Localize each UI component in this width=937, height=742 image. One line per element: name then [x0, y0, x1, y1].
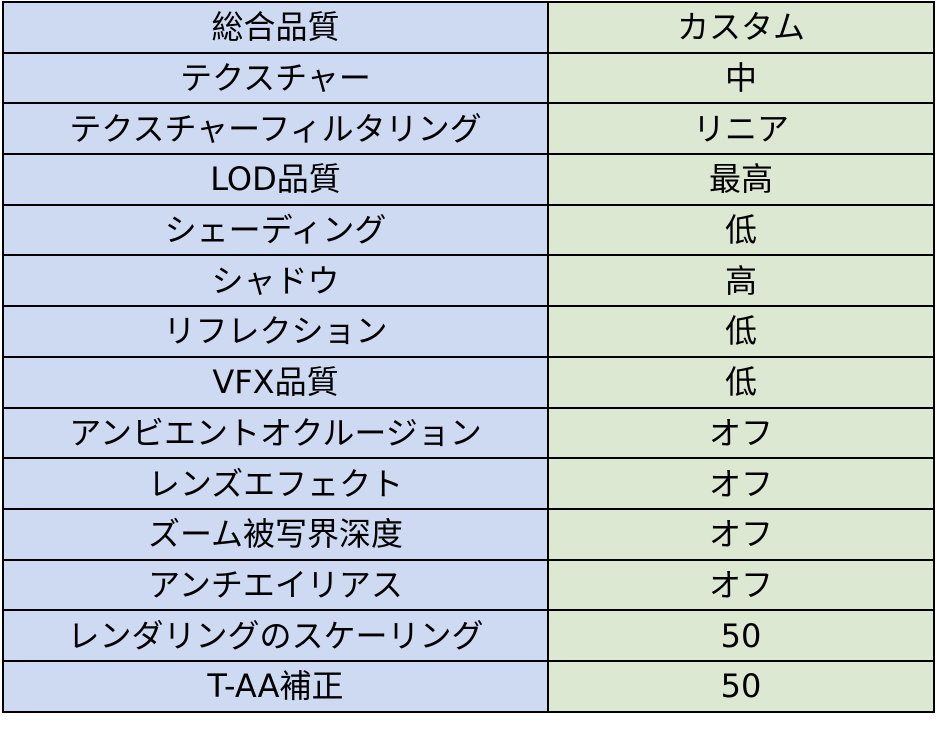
setting-label: レンズエフェクト: [2, 457, 549, 510]
setting-value: 低: [547, 203, 935, 257]
table-row: アンチエイリアス オフ: [2, 558, 935, 612]
setting-label: アンビエントオクルージョン: [2, 406, 549, 460]
setting-value: 中: [547, 51, 935, 105]
setting-label: テクスチャーフィルタリング: [2, 102, 549, 156]
setting-value: 低: [547, 355, 935, 409]
setting-label: レンダリングのスケーリング: [2, 609, 549, 662]
setting-label: ズーム被写界深度: [2, 507, 549, 561]
table-row: テクスチャー 中: [2, 51, 935, 105]
table-row: シャドウ 高: [2, 254, 935, 308]
setting-label: テクスチャー: [2, 51, 549, 105]
table-row: 総合品質 カスタム: [2, 1, 935, 54]
setting-label: シェーディング: [2, 203, 549, 257]
setting-value: 50: [547, 659, 935, 713]
setting-value: 低: [547, 305, 935, 358]
setting-label: VFX品質: [2, 355, 549, 409]
table-row: アンビエントオクルージョン オフ: [2, 406, 935, 460]
table-row: レンダリングのスケーリング 50: [2, 609, 935, 662]
table-row: レンズエフェクト オフ: [2, 457, 935, 510]
table-row: VFX品質 低: [2, 355, 935, 409]
setting-value: オフ: [547, 406, 935, 460]
table-row: ズーム被写界深度 オフ: [2, 507, 935, 561]
setting-label: T-AA補正: [2, 659, 549, 713]
table-row: T-AA補正 50: [2, 659, 935, 713]
setting-value: オフ: [547, 457, 935, 510]
setting-value: 高: [547, 254, 935, 308]
setting-label: LOD品質: [2, 153, 549, 206]
setting-label: アンチエイリアス: [2, 558, 549, 612]
setting-label: リフレクション: [2, 305, 549, 358]
setting-value: 50: [547, 609, 935, 662]
setting-value: リニア: [547, 102, 935, 156]
graphics-settings-table: 総合品質 カスタム テクスチャー 中 テクスチャーフィルタリング リニア LOD…: [2, 1, 935, 713]
table-row: リフレクション 低: [2, 305, 935, 358]
setting-label: 総合品質: [2, 1, 549, 54]
setting-value: 最高: [547, 153, 935, 206]
setting-value: カスタム: [547, 1, 935, 54]
setting-label: シャドウ: [2, 254, 549, 308]
setting-value: オフ: [547, 507, 935, 561]
table-row: シェーディング 低: [2, 203, 935, 257]
table-row: テクスチャーフィルタリング リニア: [2, 102, 935, 156]
setting-value: オフ: [547, 558, 935, 612]
table-row: LOD品質 最高: [2, 153, 935, 206]
